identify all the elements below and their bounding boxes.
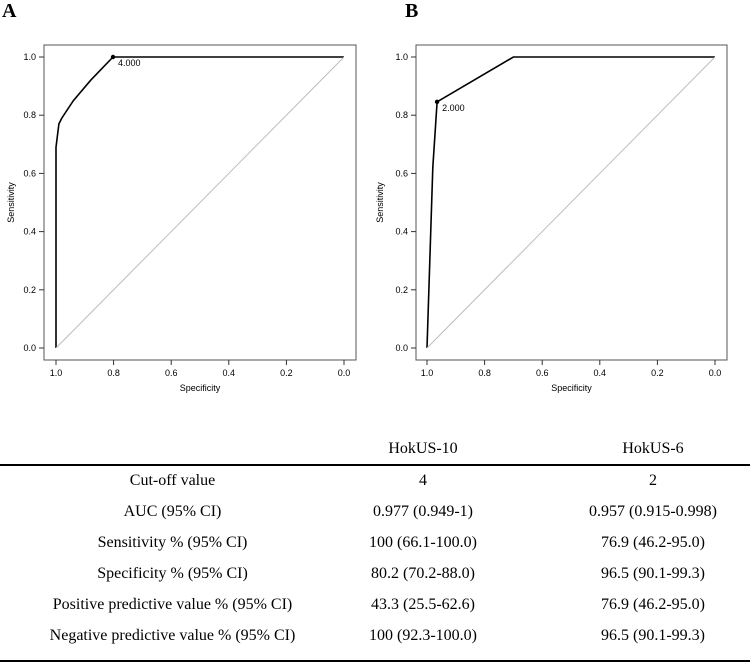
cell-hokus6: 76.9 (46.2-95.0) [601, 534, 705, 551]
y-tick-label: 0.0 [23, 343, 36, 353]
y-axis-label: Sensitivity [375, 182, 385, 223]
column-header-hokus6: HokUS-6 [622, 440, 684, 457]
y-tick-label: 0.6 [23, 168, 36, 178]
cell-hokus10: 100 (92.3-100.0) [369, 627, 477, 644]
y-axis-label: Sensitivity [6, 182, 16, 223]
table-row: Positive predictive value % (95% CI) 43.3… [0, 596, 750, 628]
table-row: Specificity % (95% CI) 80.2 (70.2-88.0) 96… [0, 565, 750, 597]
table-row: AUC (95% CI) 0.977 (0.949-1) 0.957 (0.915-… [0, 503, 750, 535]
panel-letter-a: A [2, 0, 17, 22]
panel-letter-b: B [405, 0, 419, 22]
y-tick-label: 0.4 [23, 227, 36, 237]
cutoff-point [110, 54, 116, 60]
roc-chart-a: 1.0 0.8 0.6 0.4 0.2 0.0 0.0 0.2 0.4 0.6 0.8 1.0 Spec… [6, 44, 357, 393]
cell-hokus6: 2 [649, 472, 657, 489]
x-tick-label: 0.4 [594, 368, 607, 378]
x-axis-label: Specificity [180, 383, 221, 393]
x-tick-label: 0.0 [709, 368, 722, 378]
x-tick-label: 1.0 [50, 368, 63, 378]
y-tick-label: 0.8 [23, 110, 36, 120]
cutoff-point [434, 99, 440, 105]
cell-hokus10: 43.3 (25.5-62.6) [371, 596, 475, 613]
roc-chart-b: 1.0 0.8 0.6 0.4 0.2 0.0 0.0 0.2 0.4 0.6 0.8 1.0 Spec… [375, 44, 728, 393]
x-tick-label: 0.6 [536, 368, 549, 378]
table-row: Sensitivity % (95% CI) 100 (66.1-100.0) 76… [0, 534, 750, 566]
table-top-rule [0, 464, 750, 466]
table-row: Cut-off value 4 2 [0, 472, 750, 504]
cell-hokus6: 96.5 (90.1-99.3) [601, 565, 705, 582]
x-tick-label: 0.8 [478, 368, 491, 378]
y-tick-label: 0.8 [395, 110, 408, 120]
y-tick-label: 0.6 [395, 168, 408, 178]
column-header-hokus10: HokUS-10 [388, 440, 458, 457]
roc-curve [426, 56, 715, 349]
plot-frame [43, 44, 357, 361]
row-label: AUC (95% CI) [123, 503, 222, 520]
row-label: Cut-off value [129, 472, 216, 489]
cell-hokus6: 0.957 (0.915-0.998) [589, 503, 717, 520]
y-tick-label: 1.0 [395, 52, 408, 62]
row-label: Sensitivity % (95% CI) [97, 534, 248, 551]
row-label: Negative predictive value % (95% CI) [49, 627, 296, 644]
cell-hokus6: 76.9 (46.2-95.0) [601, 596, 705, 613]
y-tick-label: 0.0 [395, 343, 408, 353]
plot-frame [415, 44, 728, 361]
cell-hokus10: 80.2 (70.2-88.0) [371, 565, 475, 582]
x-tick-label: 0.4 [223, 368, 236, 378]
y-tick-label: 0.2 [23, 285, 36, 295]
reference-diagonal-line [426, 56, 716, 349]
x-tick-label: 0.8 [107, 368, 120, 378]
x-axis-label: Specificity [551, 383, 592, 393]
x-tick-label: 0.2 [280, 368, 293, 378]
row-label: Positive predictive value % (95% CI) [52, 596, 293, 613]
y-tick-label: 0.4 [395, 227, 408, 237]
table-bottom-rule [0, 660, 750, 662]
x-tick-label: 0.6 [165, 368, 178, 378]
cell-hokus6: 96.5 (90.1-99.3) [601, 627, 705, 644]
table-row: Negative predictive value % (95% CI) 100 … [0, 627, 750, 659]
reference-diagonal-line [55, 56, 345, 349]
cell-hokus10: 100 (66.1-100.0) [369, 534, 477, 551]
cell-hokus10: 0.977 (0.949-1) [373, 503, 473, 520]
roc-curve [55, 56, 344, 348]
x-tick-label: 1.0 [421, 368, 434, 378]
y-tick-label: 1.0 [23, 52, 36, 62]
row-label: Specificity % (95% CI) [97, 565, 248, 582]
table-header: HokUS-10 HokUS-6 [0, 438, 750, 466]
x-tick-label: 0.2 [651, 368, 664, 378]
cutoff-point-label: 4.000 [118, 58, 141, 68]
cutoff-point-label: 2.000 [442, 103, 465, 113]
y-tick-label: 0.2 [395, 285, 408, 295]
x-tick-label: 0.0 [338, 368, 351, 378]
cell-hokus10: 4 [419, 472, 427, 489]
